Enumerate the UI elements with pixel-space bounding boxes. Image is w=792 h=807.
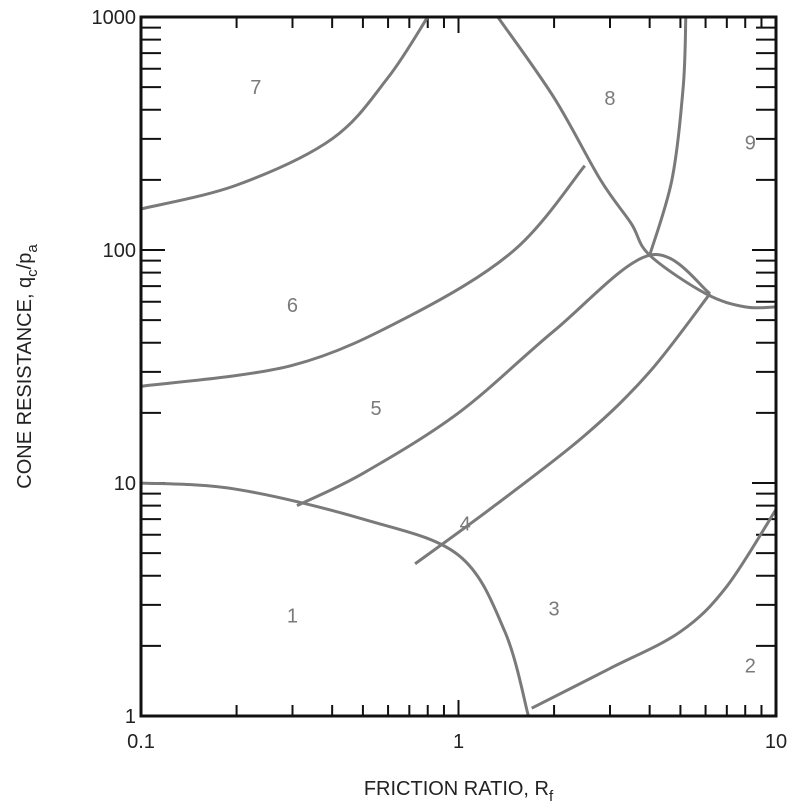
zone-boundary-5	[140, 164, 586, 388]
y-tick-label: 1	[125, 706, 136, 728]
zone-boundary-2	[531, 508, 778, 710]
x-tick-labels: 0.1 1 10	[127, 731, 787, 753]
zone-boundary-4	[414, 292, 712, 566]
zone-boundary-7	[496, 16, 777, 310]
zone-label-1: 1	[287, 605, 298, 627]
zone-boundary-3	[296, 253, 712, 507]
zone-label-6: 6	[287, 295, 298, 317]
y-tick-label: 1000	[92, 7, 137, 29]
plot-frame	[139, 15, 778, 718]
zone-boundary-6	[140, 16, 429, 211]
zone-label-9: 9	[745, 132, 756, 154]
x-axis-title: FRICTION RATIO, Rf	[364, 778, 554, 805]
x-tick-label: 0.1	[127, 731, 155, 753]
zone-label-7: 7	[250, 77, 261, 99]
y-tick-label: 10	[114, 473, 136, 495]
zone-boundaries	[140, 16, 778, 717]
x-tick-label: 10	[765, 731, 787, 753]
tick-marks	[141, 17, 776, 716]
zone-label-4: 4	[460, 514, 471, 536]
y-tick-label: 100	[103, 240, 136, 262]
zone-label-3: 3	[549, 598, 560, 620]
zone-labels: 1 2 3 4 5 6 7 8 9	[250, 77, 756, 677]
y-tick-labels: 1 10 100 1000	[92, 7, 137, 728]
zone-boundary-1	[140, 481, 530, 717]
zone-label-8: 8	[604, 88, 615, 110]
zone-label-2: 2	[745, 655, 756, 677]
x-tick-label: 1	[453, 731, 464, 753]
y-axis-title: CONE RESISTANCE, qc/pa	[14, 244, 41, 489]
zone-boundary-8	[648, 16, 688, 256]
zone-label-5: 5	[371, 398, 382, 420]
